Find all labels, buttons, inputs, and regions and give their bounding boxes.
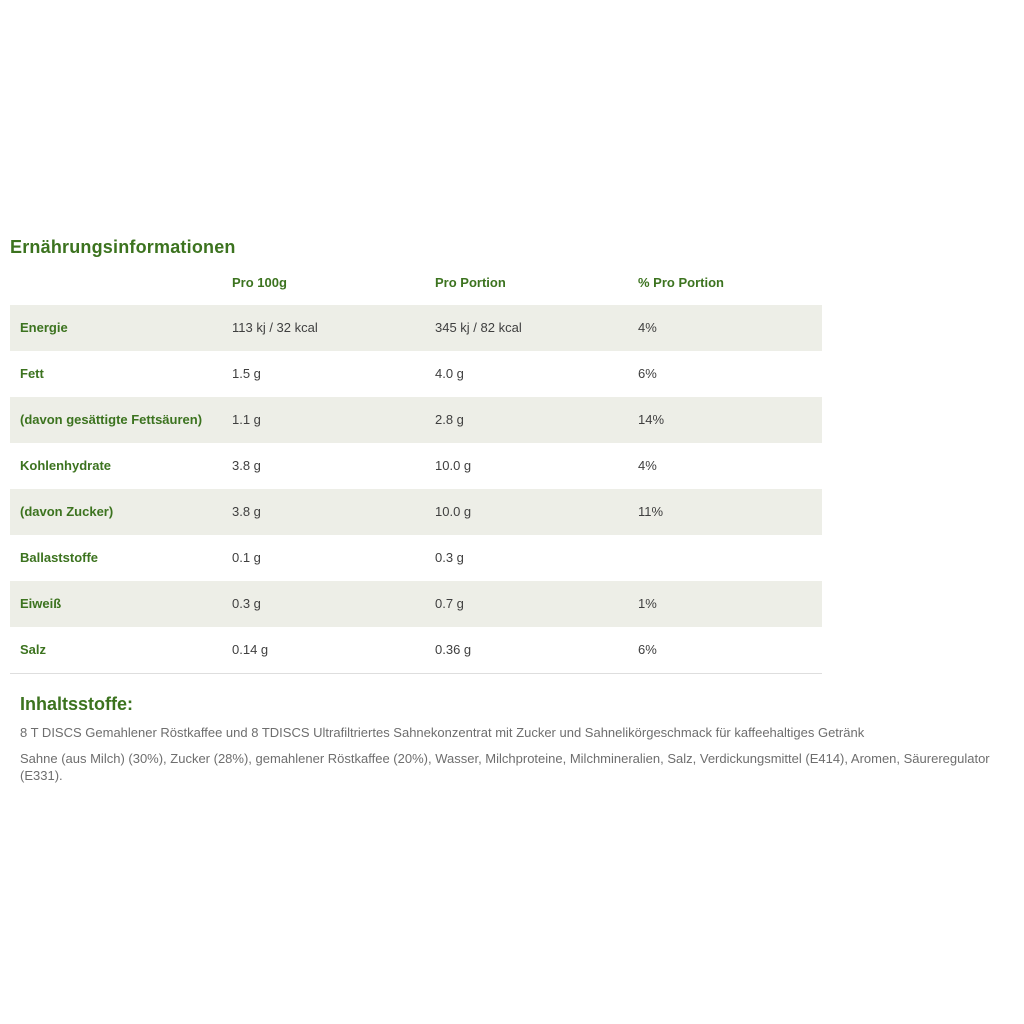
row-perportion: 10.0 g <box>435 504 472 519</box>
row-per100g: 3.8 g <box>232 458 261 473</box>
row-per100g: 3.8 g <box>232 504 261 519</box>
row-per100g: 1.1 g <box>232 412 261 427</box>
row-perportion: 0.36 g <box>435 642 472 657</box>
row-per100g: 0.3 g <box>232 596 261 611</box>
row-perportion: 2.8 g <box>435 412 464 427</box>
row-per100g: 113 kj / 32 kcal <box>232 320 318 335</box>
row-per100g: 0.1 g <box>232 550 261 565</box>
table-row: Energie 113 kj / 32 kcal 345 kj / 82 kca… <box>10 305 822 351</box>
row-per100g: 1.5 g <box>232 366 261 381</box>
nutrition-rows: Energie 113 kj / 32 kcal 345 kj / 82 kca… <box>10 305 822 674</box>
row-pctportion: 1% <box>638 596 657 611</box>
row-label: Energie <box>20 320 68 335</box>
table-row: Salz 0.14 g 0.36 g 6% <box>10 627 822 673</box>
page: Ernährungsinformationen Pro 100g Pro Por… <box>10 237 1008 784</box>
ingredients-title: Inhaltsstoffe: <box>20 694 134 714</box>
row-label: (davon gesättigte Fettsäuren) <box>20 412 203 427</box>
row-pctportion: 4% <box>638 320 657 335</box>
nutrition-title: Ernährungsinformationen <box>10 237 236 257</box>
row-per100g: 0.14 g <box>232 642 269 657</box>
row-label: Eiweiß <box>20 596 62 611</box>
row-label: (davon Zucker) <box>20 504 114 519</box>
row-pctportion: 6% <box>638 366 657 381</box>
row-label: Ballaststoffe <box>20 550 99 565</box>
table-row: Eiweiß 0.3 g 0.7 g 1% <box>10 581 822 627</box>
row-label: Kohlenhydrate <box>20 458 112 473</box>
row-pctportion: 11% <box>638 504 664 519</box>
ingredients-section: Inhaltsstoffe: 8 T DISCS Gemahlener Röst… <box>20 694 1008 784</box>
table-row: Kohlenhydrate 3.8 g 10.0 g 4% <box>10 443 822 489</box>
column-header-pro-portion: Pro Portion <box>435 275 506 290</box>
row-perportion: 10.0 g <box>435 458 472 473</box>
table-row: (davon Zucker) 3.8 g 10.0 g 11% <box>10 489 822 535</box>
row-perportion: 345 kj / 82 kcal <box>435 320 522 335</box>
row-perportion: 0.7 g <box>435 596 464 611</box>
column-header-pro-100g: Pro 100g <box>232 275 287 290</box>
row-pctportion: 6% <box>638 642 657 657</box>
table-row: (davon gesättigte Fettsäuren) 1.1 g 2.8 … <box>10 397 822 443</box>
row-pctportion: 14% <box>638 412 665 427</box>
nutrition-header-row: Pro 100g Pro Portion % Pro Portion <box>10 275 822 290</box>
table-row: Ballaststoffe 0.1 g 0.3 g <box>10 535 822 581</box>
row-perportion: 0.3 g <box>435 550 464 565</box>
nutrition-table: Pro 100g Pro Portion % Pro Portion Energ… <box>10 275 822 674</box>
ingredients-list: Sahne (aus Milch) (30%), Zucker (28%), g… <box>20 751 990 783</box>
row-pctportion: 4% <box>638 458 657 473</box>
row-label: Fett <box>20 366 44 381</box>
row-label: Salz <box>20 642 47 657</box>
row-perportion: 4.0 g <box>435 366 464 381</box>
ingredients-description: 8 T DISCS Gemahlener Röstkaffee und 8 TD… <box>20 725 865 740</box>
column-header-pct-pro-portion: % Pro Portion <box>638 275 724 290</box>
table-row: Fett 1.5 g 4.0 g 6% <box>10 351 822 397</box>
